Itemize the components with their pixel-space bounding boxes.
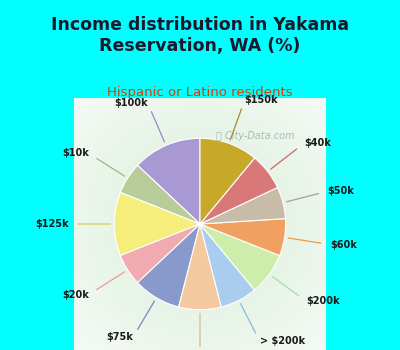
Wedge shape <box>179 224 221 310</box>
Text: $125k: $125k <box>35 219 68 229</box>
Wedge shape <box>200 219 286 256</box>
Wedge shape <box>200 138 255 224</box>
Wedge shape <box>120 224 200 283</box>
Text: $20k: $20k <box>62 289 89 300</box>
Wedge shape <box>138 224 200 307</box>
Text: > $200k: > $200k <box>260 336 305 346</box>
Wedge shape <box>120 165 200 224</box>
Wedge shape <box>200 224 255 307</box>
Text: $60k: $60k <box>330 240 357 250</box>
Wedge shape <box>200 224 280 290</box>
Text: $40k: $40k <box>304 138 331 148</box>
Wedge shape <box>138 138 200 224</box>
Text: $50k: $50k <box>328 186 354 196</box>
Wedge shape <box>200 158 278 224</box>
Wedge shape <box>200 188 286 224</box>
Text: $10k: $10k <box>62 148 89 159</box>
Text: $150k: $150k <box>244 95 278 105</box>
Wedge shape <box>114 193 200 256</box>
Text: ⓘ City-Data.com: ⓘ City-Data.com <box>216 131 295 141</box>
Text: Income distribution in Yakama
Reservation, WA (%): Income distribution in Yakama Reservatio… <box>51 16 349 55</box>
Text: $75k: $75k <box>106 332 133 342</box>
Text: $100k: $100k <box>114 98 148 108</box>
Text: $200k: $200k <box>306 296 340 306</box>
Text: Hispanic or Latino residents: Hispanic or Latino residents <box>107 86 293 99</box>
